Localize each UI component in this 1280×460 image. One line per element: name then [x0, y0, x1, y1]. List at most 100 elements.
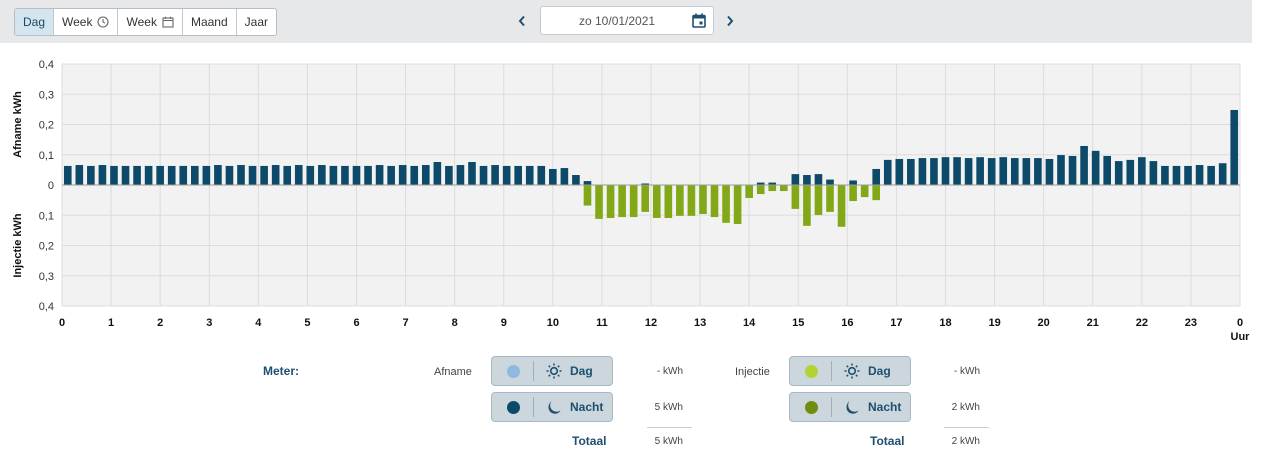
bar-afname[interactable] [572, 175, 580, 185]
bar-injectie[interactable] [629, 185, 638, 218]
bar-afname[interactable] [1195, 165, 1204, 185]
period-day-button[interactable]: Dag [15, 9, 55, 35]
chevron-left-icon[interactable] [514, 12, 530, 30]
bar-afname[interactable] [445, 165, 453, 185]
bar-afname[interactable] [398, 165, 407, 185]
period-month-button[interactable]: Maand [182, 9, 237, 35]
bar-afname[interactable] [283, 165, 292, 185]
bar-afname[interactable] [1149, 161, 1158, 185]
bar-afname[interactable] [87, 165, 95, 185]
bar-injectie[interactable] [618, 185, 626, 218]
bar-afname[interactable] [549, 168, 557, 185]
bar-afname[interactable] [1010, 158, 1019, 185]
bar-injectie[interactable] [733, 185, 742, 225]
bar-injectie[interactable] [756, 185, 765, 195]
bar-afname[interactable] [930, 158, 938, 185]
bar-afname[interactable] [144, 165, 153, 185]
bar-afname[interactable] [1057, 155, 1065, 185]
bar-afname[interactable] [1126, 159, 1135, 185]
afname-nacht-toggle[interactable]: Nacht [491, 392, 613, 422]
injectie-dag-toggle[interactable]: Dag [789, 356, 911, 386]
bar-afname[interactable] [583, 181, 592, 185]
bar-injectie[interactable] [606, 185, 615, 218]
bar-injectie[interactable] [768, 185, 777, 192]
bar-afname[interactable] [791, 174, 800, 185]
bar-afname[interactable] [1161, 165, 1169, 185]
bar-afname[interactable] [1080, 145, 1088, 185]
bar-afname[interactable] [964, 158, 973, 185]
bar-injectie[interactable] [652, 185, 661, 218]
bar-injectie[interactable] [849, 185, 857, 202]
bar-afname[interactable] [768, 182, 777, 185]
bar-afname[interactable] [271, 165, 280, 185]
bar-afname[interactable] [260, 165, 268, 185]
bar-afname[interactable] [318, 165, 326, 185]
bar-injectie[interactable] [664, 185, 673, 218]
bar-afname[interactable] [306, 165, 315, 185]
period-week-calendar-button[interactable]: Week [118, 9, 183, 35]
bar-afname[interactable] [433, 162, 442, 185]
bar-afname[interactable] [375, 165, 384, 185]
bar-afname[interactable] [329, 165, 338, 185]
bar-afname[interactable] [641, 183, 650, 185]
bar-afname[interactable] [110, 165, 118, 185]
bar-afname[interactable] [63, 165, 72, 185]
bar-afname[interactable] [421, 165, 430, 185]
bar-afname[interactable] [410, 165, 419, 185]
period-year-button[interactable]: Jaar [236, 9, 276, 35]
bar-afname[interactable] [1230, 109, 1239, 185]
bar-afname[interactable] [167, 165, 176, 185]
bar-afname[interactable] [560, 168, 569, 185]
bar-afname[interactable] [133, 165, 141, 185]
bar-afname[interactable] [1172, 165, 1181, 185]
afname-dag-toggle[interactable]: Dag [491, 356, 613, 386]
bar-afname[interactable] [352, 165, 361, 185]
bar-afname[interactable] [872, 168, 881, 185]
bar-afname[interactable] [98, 165, 107, 185]
bar-injectie[interactable] [583, 185, 592, 206]
bar-afname[interactable] [1045, 158, 1054, 185]
bar-injectie[interactable] [837, 185, 846, 227]
bar-afname[interactable] [895, 158, 904, 185]
bar-injectie[interactable] [872, 185, 881, 201]
bar-afname[interactable] [156, 165, 164, 185]
date-picker[interactable]: zo 10/01/2021 [540, 6, 714, 35]
bar-afname[interactable] [1022, 158, 1031, 185]
bar-injectie[interactable] [826, 185, 834, 212]
bar-afname[interactable] [202, 165, 211, 185]
bar-afname[interactable] [826, 179, 834, 185]
bar-injectie[interactable] [791, 185, 800, 209]
bar-afname[interactable] [248, 165, 257, 185]
bar-afname[interactable] [1103, 155, 1111, 185]
bar-afname[interactable] [1091, 150, 1100, 185]
bar-afname[interactable] [849, 180, 857, 185]
bar-afname[interactable] [514, 165, 522, 185]
bar-afname[interactable] [999, 157, 1008, 185]
bar-injectie[interactable] [860, 185, 869, 198]
calendar-icon[interactable] [692, 13, 706, 33]
bar-afname[interactable] [1218, 163, 1227, 185]
bar-afname[interactable] [525, 165, 534, 185]
period-week-button[interactable]: Week [54, 9, 119, 35]
bar-injectie[interactable] [814, 185, 823, 215]
bar-afname[interactable] [364, 165, 372, 185]
chevron-right-icon[interactable] [722, 12, 738, 30]
bar-afname[interactable] [918, 158, 927, 185]
bar-injectie[interactable] [641, 185, 650, 212]
bar-afname[interactable] [456, 165, 465, 185]
bar-afname[interactable] [214, 165, 222, 185]
bar-afname[interactable] [907, 158, 915, 185]
bar-afname[interactable] [1138, 157, 1146, 185]
bar-afname[interactable] [814, 174, 823, 185]
bar-afname[interactable] [953, 157, 961, 185]
bar-injectie[interactable] [595, 185, 603, 219]
bar-afname[interactable] [237, 165, 245, 185]
bar-afname[interactable] [976, 157, 984, 185]
bar-afname[interactable] [756, 182, 765, 185]
bar-afname[interactable] [803, 175, 811, 185]
bar-afname[interactable] [294, 165, 303, 185]
bar-afname[interactable] [191, 165, 199, 185]
bar-injectie[interactable] [745, 185, 753, 199]
bar-afname[interactable] [225, 165, 234, 185]
bar-afname[interactable] [387, 165, 395, 185]
